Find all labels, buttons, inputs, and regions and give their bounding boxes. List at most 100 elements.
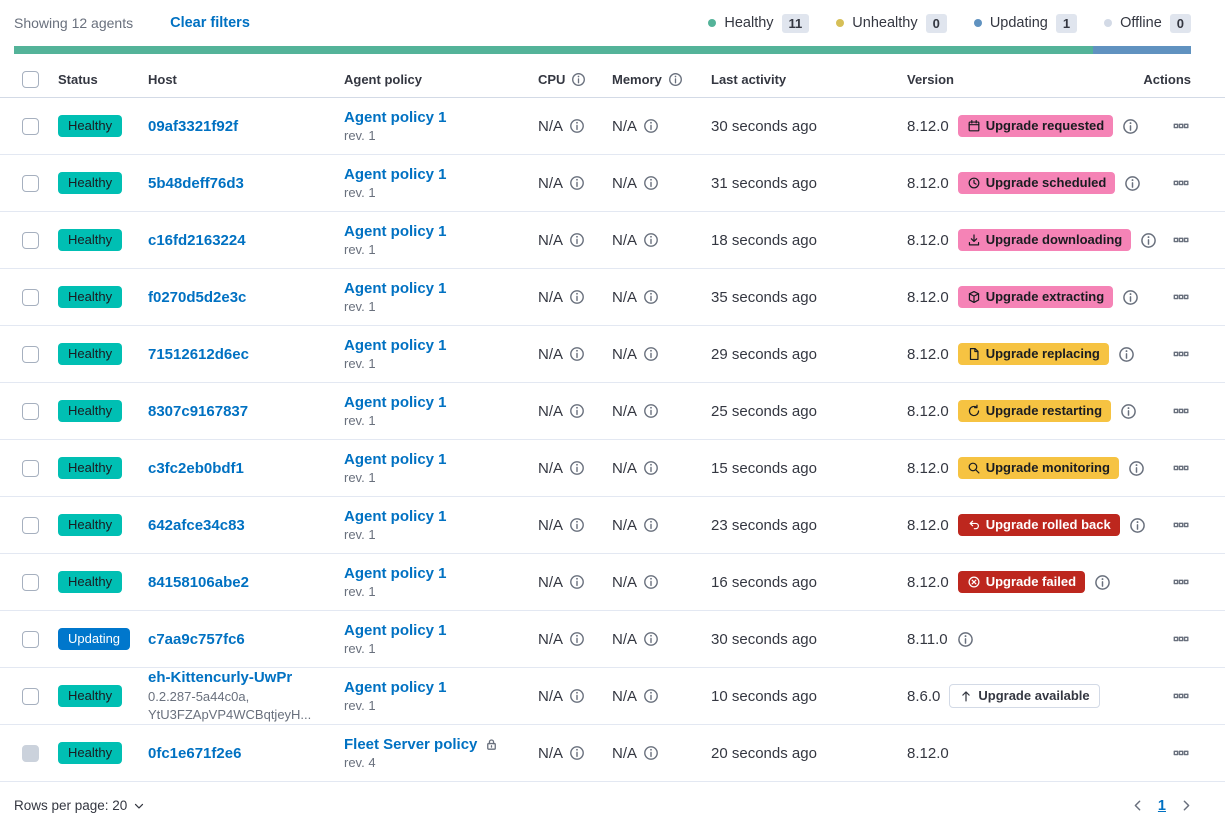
upgrade-details-info-icon[interactable] <box>1140 232 1157 249</box>
rows-per-page-button[interactable]: Rows per page: 20 <box>14 798 146 813</box>
cpu-na-info-icon[interactable] <box>569 631 585 647</box>
cpu-na-info-icon[interactable] <box>569 460 585 476</box>
row-checkbox[interactable] <box>22 288 39 306</box>
policy-link[interactable]: Agent policy 1 <box>344 622 447 639</box>
actions-cell <box>1145 116 1191 136</box>
upgrade-details-info-icon[interactable] <box>1128 460 1145 477</box>
policy-link[interactable]: Fleet Server policy <box>344 736 478 753</box>
last-activity-cell: 31 seconds ago <box>711 175 907 192</box>
row-actions-button[interactable] <box>1171 287 1191 307</box>
host-link[interactable]: 0fc1e671f2e6 <box>148 744 242 762</box>
row-actions-button[interactable] <box>1171 401 1191 421</box>
row-checkbox[interactable] <box>22 459 39 477</box>
upgrade-details-info-icon[interactable] <box>1120 403 1137 420</box>
memory-value: N/A <box>612 573 638 591</box>
cpu-na-info-icon[interactable] <box>569 175 585 191</box>
cpu-na-info-icon[interactable] <box>569 574 585 590</box>
policy-link[interactable]: Agent policy 1 <box>344 565 447 582</box>
next-page-button[interactable] <box>1176 795 1197 816</box>
memory-na-info-icon[interactable] <box>643 460 659 476</box>
table-row: Healthy 642afce34c83 Agent policy 1 rev.… <box>0 497 1225 554</box>
clear-filters-button[interactable]: Clear filters <box>170 15 250 31</box>
upgrade-status-badge: Upgrade requested <box>957 115 1114 137</box>
host-link[interactable]: 71512612d6ec <box>148 345 249 363</box>
policy-link[interactable]: Agent policy 1 <box>344 394 447 411</box>
upgrade-details-info-icon[interactable] <box>1118 346 1135 363</box>
upgrade-details-info-icon[interactable] <box>1122 289 1139 306</box>
policy-link[interactable]: Agent policy 1 <box>344 223 447 240</box>
status-badge: Healthy <box>58 514 123 536</box>
memory-na-info-icon[interactable] <box>643 289 659 305</box>
memory-na-info-icon[interactable] <box>643 346 659 362</box>
host-link[interactable]: 09af3321f92f <box>148 117 239 135</box>
row-actions-button[interactable] <box>1171 572 1191 592</box>
status-cell: Healthy <box>58 400 148 422</box>
policy-link[interactable]: Agent policy 1 <box>344 109 447 126</box>
row-actions-button[interactable] <box>1171 629 1191 649</box>
row-actions-button[interactable] <box>1171 173 1191 193</box>
host-link[interactable]: 5b48deff76d3 <box>148 174 244 192</box>
cpu-na-info-icon[interactable] <box>569 118 585 134</box>
row-actions-button[interactable] <box>1171 458 1191 478</box>
row-checkbox[interactable] <box>22 402 39 420</box>
memory-na-info-icon[interactable] <box>643 232 659 248</box>
policy-link[interactable]: Agent policy 1 <box>344 451 447 468</box>
host-link[interactable]: c16fd2163224 <box>148 231 246 249</box>
row-actions-button[interactable] <box>1171 515 1191 535</box>
prev-page-button[interactable] <box>1127 795 1148 816</box>
row-actions-button[interactable] <box>1171 743 1191 763</box>
upgrade-details-info-icon[interactable] <box>1094 574 1111 591</box>
row-actions-button[interactable] <box>1171 230 1191 250</box>
cpu-na-info-icon[interactable] <box>569 346 585 362</box>
memory-info-icon[interactable] <box>668 72 683 87</box>
row-checkbox[interactable] <box>22 174 39 192</box>
memory-na-info-icon[interactable] <box>643 403 659 419</box>
host-link[interactable]: eh-Kittencurly-UwPr <box>148 668 293 686</box>
memory-na-info-icon[interactable] <box>643 745 659 761</box>
page-1-button[interactable]: 1 <box>1157 797 1166 814</box>
cpu-na-info-icon[interactable] <box>569 289 585 305</box>
policy-link[interactable]: Agent policy 1 <box>344 679 447 696</box>
host-link[interactable]: 642afce34c83 <box>148 516 245 534</box>
policy-link[interactable]: Agent policy 1 <box>344 337 447 354</box>
cpu-na-info-icon[interactable] <box>569 517 585 533</box>
memory-na-info-icon[interactable] <box>643 175 659 191</box>
host-link[interactable]: 84158106abe2 <box>148 573 249 591</box>
host-link[interactable]: c7aa9c757fc6 <box>148 630 245 648</box>
memory-na-info-icon[interactable] <box>643 517 659 533</box>
upgrade-details-info-icon[interactable] <box>1122 118 1139 135</box>
memory-na-info-icon[interactable] <box>643 631 659 647</box>
upgrade-details-info-icon[interactable] <box>1124 175 1141 192</box>
row-actions-button[interactable] <box>1171 344 1191 364</box>
row-select-cell <box>14 516 58 534</box>
cpu-info-icon[interactable] <box>571 72 586 87</box>
row-checkbox[interactable] <box>22 117 39 135</box>
memory-na-info-icon[interactable] <box>643 688 659 704</box>
host-link[interactable]: 8307c9167837 <box>148 402 249 420</box>
select-all-checkbox[interactable] <box>22 70 39 88</box>
cpu-na-info-icon[interactable] <box>569 745 585 761</box>
last-activity-cell: 25 seconds ago <box>711 403 907 420</box>
row-checkbox[interactable] <box>22 573 39 591</box>
policy-link[interactable]: Agent policy 1 <box>344 166 447 183</box>
memory-na-info-icon[interactable] <box>643 118 659 134</box>
host-link[interactable]: f0270d5d2e3c <box>148 288 247 306</box>
policy-link[interactable]: Agent policy 1 <box>344 280 447 297</box>
row-checkbox[interactable] <box>22 231 39 249</box>
cpu-na-info-icon[interactable] <box>569 688 585 704</box>
upgrade-details-info-icon[interactable] <box>1129 517 1146 534</box>
cpu-na-info-icon[interactable] <box>569 403 585 419</box>
row-checkbox[interactable] <box>22 630 39 648</box>
row-checkbox[interactable] <box>22 345 39 363</box>
host-link[interactable]: c3fc2eb0bdf1 <box>148 459 244 477</box>
cpu-cell: N/A <box>538 574 612 591</box>
policy-link[interactable]: Agent policy 1 <box>344 508 447 525</box>
last-activity-cell: 16 seconds ago <box>711 574 907 591</box>
row-checkbox[interactable] <box>22 687 39 705</box>
row-actions-button[interactable] <box>1171 686 1191 706</box>
row-actions-button[interactable] <box>1171 116 1191 136</box>
row-checkbox[interactable] <box>22 516 39 534</box>
upgrade-details-info-icon[interactable] <box>957 631 974 648</box>
cpu-na-info-icon[interactable] <box>569 232 585 248</box>
memory-na-info-icon[interactable] <box>643 574 659 590</box>
